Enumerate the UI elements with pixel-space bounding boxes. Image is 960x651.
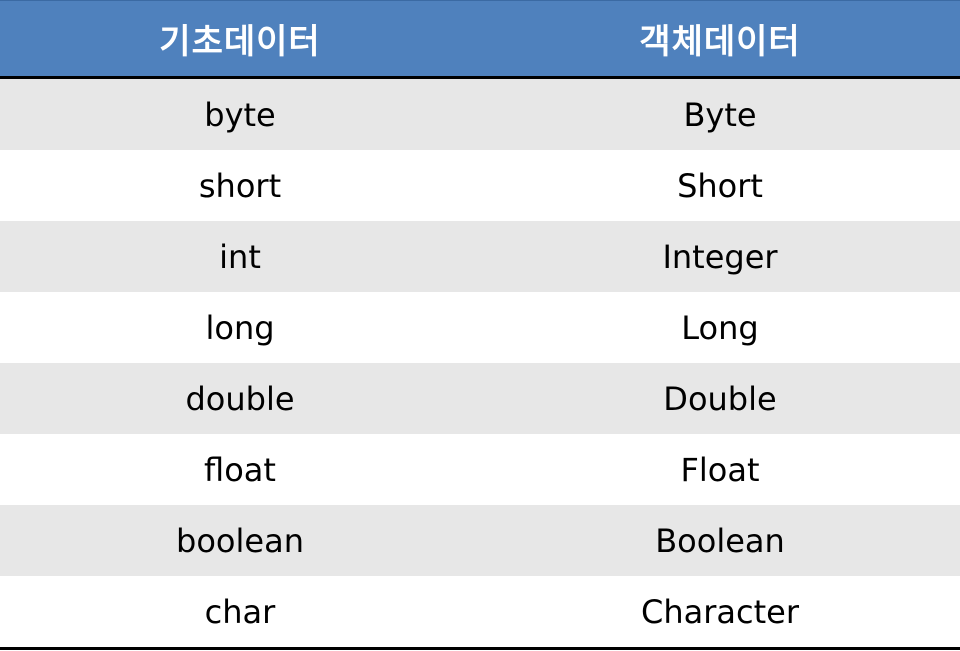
table-bottom-rule [0,647,960,650]
wrapper-cell: Character [641,592,799,631]
primitive-cell: long [205,308,275,347]
table-row: float Float [0,434,960,505]
wrapper-cell: Float [680,450,760,489]
table-body: byte Byte short Short int Integer long L… [0,79,960,647]
wrapper-cell: Boolean [655,521,785,560]
header-primitive-data: 기초데이터 [159,22,321,62]
table-row: long Long [0,292,960,363]
wrapper-cell: Double [663,379,777,418]
table-row: double Double [0,363,960,434]
table-row: boolean Boolean [0,505,960,576]
table-row: int Integer [0,221,960,292]
table-header-row: 기초데이터 객체데이터 [0,0,960,79]
wrapper-cell: Byte [683,95,757,134]
header-object-data: 객체데이터 [639,22,801,62]
table-row: short Short [0,150,960,221]
primitive-cell: float [204,450,276,489]
primitive-cell: double [185,379,295,418]
wrapper-cell: Long [681,308,759,347]
primitive-cell: short [198,166,282,205]
table-row: char Character [0,576,960,647]
primitive-cell: byte [204,95,276,134]
primitive-cell: int [219,237,261,276]
primitive-cell: char [204,592,276,631]
wrapper-cell: Integer [662,237,778,276]
table-row: byte Byte [0,79,960,150]
primitive-cell: boolean [176,521,304,560]
wrapper-cell: Short [677,166,763,205]
